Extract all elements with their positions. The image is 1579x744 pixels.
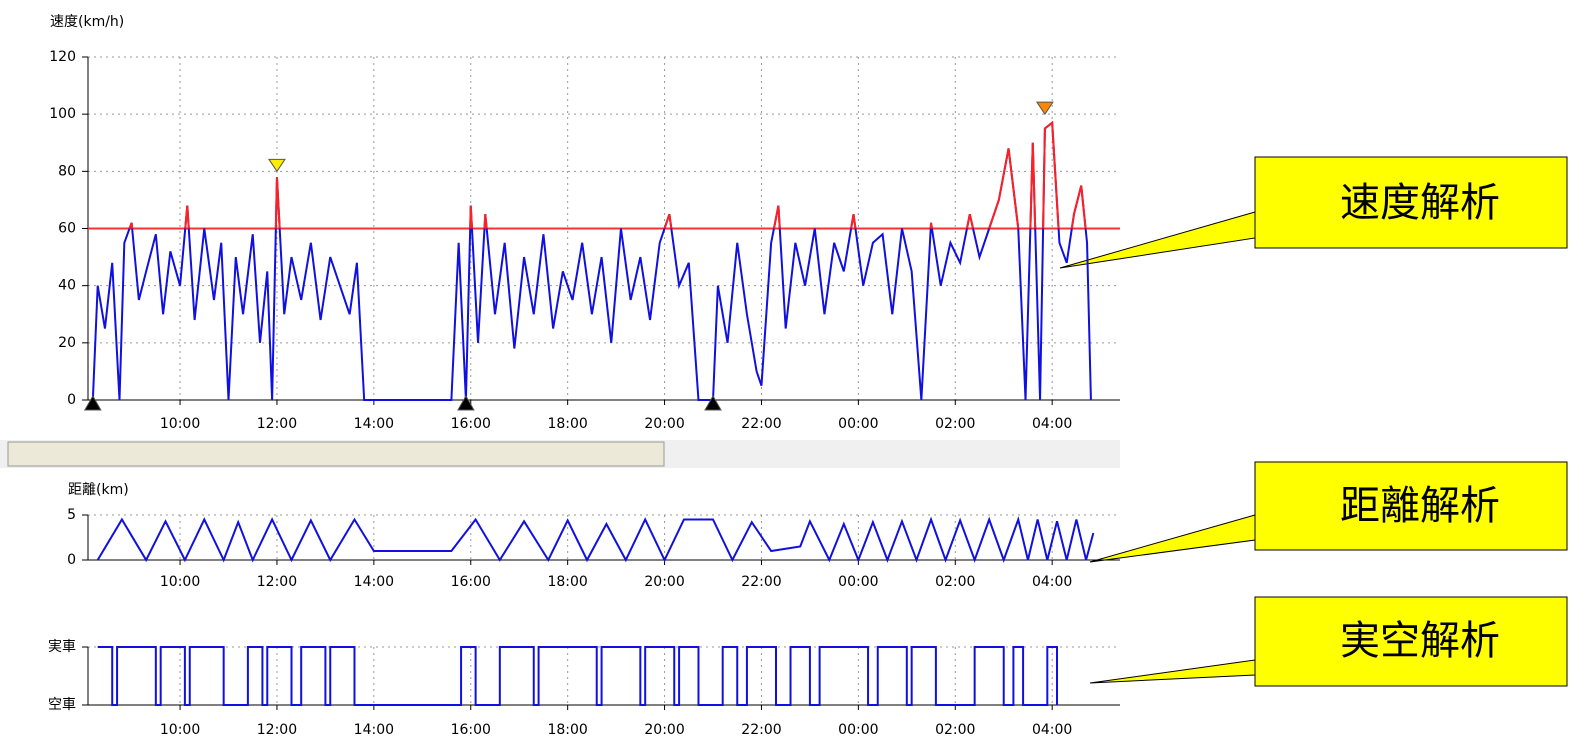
callout-pointer	[1089, 659, 1256, 684]
y-tick-label: 0	[67, 392, 76, 408]
x-tick-label: 10:00	[160, 574, 200, 590]
callout-box	[1254, 461, 1568, 551]
callout-pointer	[1059, 211, 1256, 269]
x-tick-label: 16:00	[451, 416, 491, 432]
x-tick-label: 20:00	[644, 416, 684, 432]
x-tick-label: 22:00	[741, 722, 781, 738]
series-line	[91, 120, 1092, 401]
y-tick-label: 40	[58, 278, 76, 294]
x-tick-label: 02:00	[935, 574, 975, 590]
x-tick-label: 10:00	[160, 416, 200, 432]
x-tick-label: 22:00	[741, 416, 781, 432]
callout-text: 速度解析	[1340, 180, 1500, 226]
y-tick-label: 120	[49, 49, 76, 65]
callout-box	[1254, 596, 1568, 687]
y-tick-label: 80	[58, 163, 76, 179]
x-tick-label: 14:00	[354, 722, 394, 738]
x-tick-label: 18:00	[547, 574, 587, 590]
x-tick-label: 12:00	[257, 574, 297, 590]
series-line	[97, 646, 1059, 706]
x-tick-label: 20:00	[644, 722, 684, 738]
marker	[704, 394, 722, 411]
callout-pointer	[1089, 514, 1256, 563]
y-tick-label: 60	[58, 221, 76, 237]
y-tick-label: 100	[49, 106, 76, 122]
x-tick-label: 18:00	[547, 416, 587, 432]
x-tick-label: 02:00	[935, 722, 975, 738]
y-tick-label: 実車	[48, 638, 76, 655]
series-line	[96, 516, 1095, 563]
marker	[1035, 101, 1054, 116]
x-tick-label: 16:00	[451, 722, 491, 738]
y-tick-label: 5	[67, 507, 76, 523]
x-tick-label: 02:00	[935, 416, 975, 432]
callout-text: 距離解析	[1340, 483, 1500, 529]
callout-text: 実空解析	[1340, 618, 1500, 664]
x-tick-label: 00:00	[838, 722, 878, 738]
marker	[268, 158, 286, 173]
over-threshold-line	[128, 120, 1087, 229]
x-tick-label: 20:00	[644, 574, 684, 590]
marker	[83, 394, 102, 411]
y-tick-label: 20	[58, 335, 76, 351]
x-tick-label: 00:00	[838, 416, 878, 432]
chart-title: 距離(km)	[68, 481, 129, 498]
x-tick-label: 18:00	[547, 722, 587, 738]
y-tick-label: 空車	[48, 696, 76, 713]
x-tick-label: 22:00	[741, 574, 781, 590]
x-tick-label: 00:00	[838, 574, 878, 590]
x-tick-label: 04:00	[1032, 416, 1072, 432]
y-tick-label: 0	[67, 552, 76, 568]
x-tick-label: 14:00	[354, 416, 394, 432]
x-tick-label: 12:00	[257, 416, 297, 432]
x-tick-label: 10:00	[160, 722, 200, 738]
marker	[457, 394, 475, 411]
x-tick-label: 04:00	[1032, 722, 1072, 738]
x-tick-label: 04:00	[1032, 574, 1072, 590]
x-tick-label: 14:00	[354, 574, 394, 590]
callout-box	[1254, 156, 1568, 249]
chart-title: 速度(km/h)	[50, 14, 124, 30]
scrollbar-thumb[interactable]	[7, 441, 665, 467]
x-tick-label: 16:00	[451, 574, 491, 590]
x-tick-label: 12:00	[257, 722, 297, 738]
